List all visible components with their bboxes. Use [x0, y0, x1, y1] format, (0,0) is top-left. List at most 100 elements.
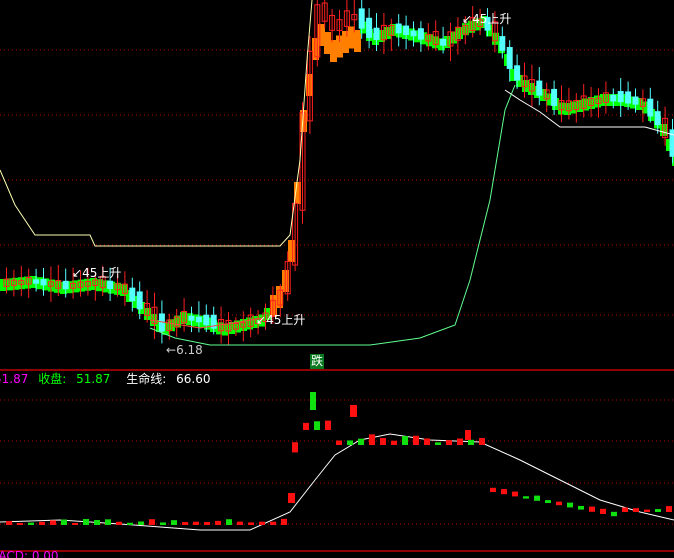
ribbon-segment — [216, 322, 223, 335]
candle-down — [410, 30, 417, 37]
indicator-bar-down — [468, 439, 474, 445]
indicator-bar-down — [138, 521, 144, 525]
candle-up — [92, 279, 99, 287]
indicator-bar-down — [358, 438, 364, 445]
ribbon-segment — [414, 30, 421, 43]
candle-up — [25, 277, 32, 285]
indicator-bar-up — [237, 521, 243, 525]
candle-up — [336, 19, 343, 31]
candle-up — [225, 319, 232, 332]
ribbon-segment — [12, 277, 19, 290]
indicator-bar-up — [457, 438, 463, 445]
candle-up — [588, 98, 595, 107]
indicator-bar-up — [512, 491, 518, 497]
candle-up — [306, 50, 313, 122]
indicator-bar-up — [479, 438, 485, 445]
indicator-bar-up — [600, 508, 606, 514]
ribbon-segment — [384, 27, 391, 39]
indicator-bar-up — [6, 521, 12, 525]
candle-down — [617, 91, 624, 103]
indicator-bar-down — [61, 519, 67, 525]
indicator-bar-up — [633, 508, 639, 512]
candle-up — [240, 322, 247, 328]
ribbon-segment — [336, 35, 343, 58]
indicator-bar-down — [83, 519, 89, 525]
indicator-bar-up — [182, 522, 188, 525]
candle-up — [573, 99, 580, 111]
indicator-bar-up — [501, 489, 507, 495]
ribbon-segment — [90, 278, 97, 290]
candle-down — [417, 28, 424, 40]
indicator-bar-up — [391, 440, 397, 445]
life-line-right — [504, 89, 674, 136]
low-price-marker: ←6.18 — [166, 343, 203, 357]
candle-up — [269, 299, 276, 317]
candle-up — [565, 100, 572, 112]
candle-up — [144, 303, 151, 316]
candle-up — [262, 312, 269, 323]
indicator-line — [0, 433, 674, 531]
ribbon-segment — [96, 279, 103, 292]
candle-up — [454, 26, 461, 41]
indicator-bar-up — [204, 521, 210, 525]
candle-up — [521, 75, 528, 88]
ribbon-segment — [492, 32, 499, 45]
indicator-bar-down — [94, 519, 100, 525]
candle-up — [284, 260, 291, 295]
indicator-bar-up — [248, 522, 254, 525]
indicator-bar-up — [666, 506, 672, 512]
indicator-bar-up — [193, 521, 199, 525]
candle-down — [107, 280, 114, 289]
indicator-bar-down — [578, 505, 584, 510]
ribbon-segment — [294, 182, 301, 204]
candle-down — [62, 280, 69, 290]
ribbon-segment — [276, 286, 283, 308]
annotation-text: 45上升 — [472, 12, 512, 26]
candle-down — [129, 287, 136, 302]
candle-down — [669, 129, 674, 157]
candle-down — [33, 279, 40, 284]
indicator-bar-up — [369, 434, 375, 445]
indicator-bar-up — [465, 430, 471, 440]
candle-up — [543, 89, 550, 100]
fall-signal-badge: 跌 — [310, 354, 325, 369]
indicator-bar-up — [149, 519, 155, 525]
indicator-bar-up — [350, 405, 357, 417]
indicator-bar-up — [50, 520, 56, 525]
candle-up — [602, 92, 609, 103]
ribbon-segment — [342, 31, 349, 53]
ribbon-segment — [300, 110, 307, 132]
candle-up — [3, 278, 10, 287]
ma-line — [149, 317, 263, 329]
ribbon-segment — [540, 89, 547, 101]
candle-up — [99, 275, 106, 289]
indicator-bar-up — [39, 521, 45, 525]
indicator-bar-up — [622, 507, 628, 512]
candle-up — [55, 280, 62, 289]
candle-down — [610, 94, 617, 102]
ribbon-segment — [312, 38, 319, 60]
candle-down — [536, 80, 543, 96]
ribbon-segment — [456, 27, 463, 39]
ribbon-segment — [606, 94, 613, 106]
indicator-bar-down — [171, 520, 177, 525]
ribbon-segment — [576, 100, 583, 112]
support-line — [149, 84, 516, 346]
candle-down — [484, 16, 491, 31]
indicator-bar-up — [644, 509, 650, 512]
ribbon-segment — [468, 20, 475, 33]
candle-down — [625, 91, 632, 104]
indicator-bar-up — [281, 518, 287, 525]
candle-up — [181, 311, 188, 324]
candle-up — [10, 279, 17, 286]
candle-up — [388, 25, 395, 36]
indicator-bar-down — [523, 496, 529, 499]
candle-down — [40, 279, 47, 286]
ribbon-segment — [174, 315, 181, 328]
ribbon-segment — [150, 314, 157, 326]
indicator-bar-up — [380, 438, 386, 445]
candle-up — [528, 79, 535, 92]
candle-down — [195, 316, 202, 323]
